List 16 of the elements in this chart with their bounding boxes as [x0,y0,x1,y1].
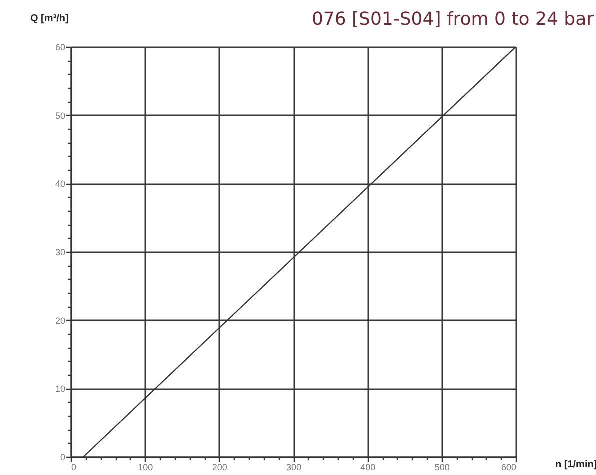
x-tick-label: 300 [286,462,302,472]
x-tick-label: 500 [434,462,450,472]
y-tick-label: 10 [55,384,66,394]
x-tick-label: 200 [212,462,228,472]
x-tick-label: 600 [501,462,516,472]
y-tick-label: 60 [55,42,66,52]
chart-title: 076 [S01-S04] from 0 to 24 bar [312,9,595,30]
x-tick-label: 0 [72,462,77,472]
y-tick-label: 0 [60,452,66,462]
y-axis-title: Q [m³/h] [30,14,69,24]
y-tick-label: 40 [55,179,66,190]
x-tick-label: 400 [360,462,376,472]
y-tick-label: 20 [55,316,66,326]
y-tick-label: 30 [55,248,66,258]
x-tick-label: 100 [138,462,154,472]
y-tick-label: 50 [55,110,66,121]
